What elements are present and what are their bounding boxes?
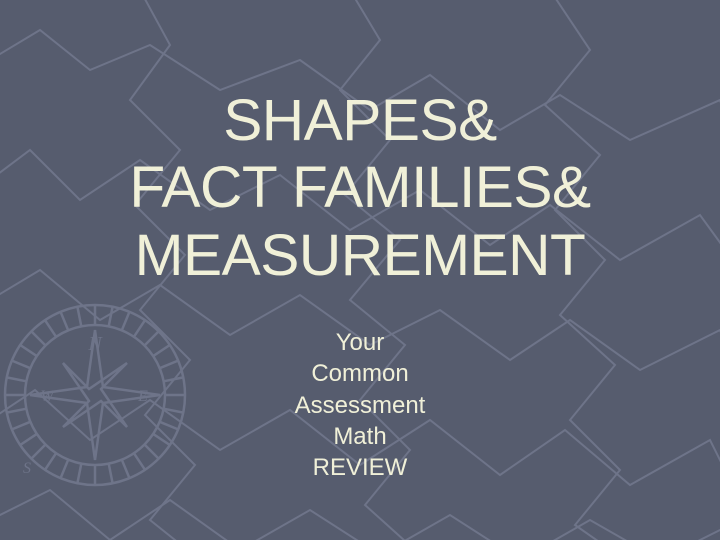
slide: N E S W SHAPES& FACT FAMILIES& MEASUREME… <box>0 0 720 540</box>
subtitle-line: Assessment <box>0 390 720 421</box>
title-line: MEASUREMENT <box>0 222 720 289</box>
content: SHAPES& FACT FAMILIES& MEASUREMENT Your … <box>0 57 720 483</box>
slide-subtitle: Your Common Assessment Math REVIEW <box>0 327 720 483</box>
slide-title: SHAPES& FACT FAMILIES& MEASUREMENT <box>0 87 720 289</box>
subtitle-line: Common <box>0 358 720 389</box>
subtitle-line: Your <box>0 327 720 358</box>
title-line: SHAPES& <box>0 87 720 154</box>
subtitle-line: REVIEW <box>0 452 720 483</box>
subtitle-line: Math <box>0 421 720 452</box>
title-line: FACT FAMILIES& <box>0 154 720 221</box>
